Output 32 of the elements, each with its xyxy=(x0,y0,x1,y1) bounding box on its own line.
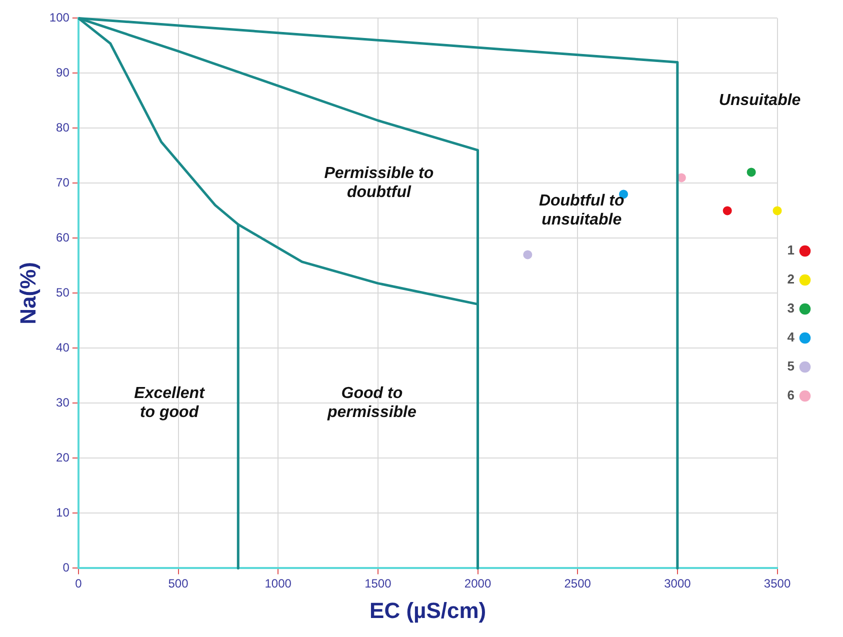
annotation: Doubtful to unsuitable xyxy=(538,192,624,229)
x-tick-label: 1000 xyxy=(264,576,292,591)
y-tick-label: 90 xyxy=(56,66,70,80)
legend-label: 4 xyxy=(787,330,796,345)
y-tick-label: 10 xyxy=(56,506,70,520)
x-tick-label: 0 xyxy=(75,576,82,591)
x-tick-label: 2500 xyxy=(564,576,592,591)
legend-label: 3 xyxy=(787,300,794,316)
y-tick-label: 100 xyxy=(49,10,70,25)
y-tick-label: 40 xyxy=(56,340,70,355)
legend-label: 1 xyxy=(787,242,794,258)
x-tick-label: 1500 xyxy=(364,576,392,591)
y-tick-label: 30 xyxy=(56,396,70,410)
x-tick-label: 3000 xyxy=(664,576,692,591)
x-axis-title: EC (µS/cm) xyxy=(370,598,486,623)
y-tick-label: 60 xyxy=(56,230,70,245)
legend-label: 6 xyxy=(787,388,794,403)
x-tick-label: 500 xyxy=(168,576,189,591)
x-tick-label: 3500 xyxy=(764,576,791,591)
annotation: Permissible to doubtful xyxy=(324,165,434,202)
y-tick-label: 50 xyxy=(56,286,70,300)
annotation: Unsuitable xyxy=(718,92,801,110)
y-tick-label: 20 xyxy=(56,450,70,465)
x-tick-label: 2000 xyxy=(464,576,492,591)
annotation: Excellent to good xyxy=(134,385,206,422)
annotation: Good to permissible xyxy=(326,385,416,422)
y-tick-label: 80 xyxy=(56,120,70,135)
y-tick-label: 70 xyxy=(56,176,70,190)
y-tick-label: 0 xyxy=(62,560,70,575)
legend-label: 2 xyxy=(787,272,794,287)
legend-label: 5 xyxy=(787,358,794,374)
y-axis-title: Na(%) xyxy=(15,262,40,324)
